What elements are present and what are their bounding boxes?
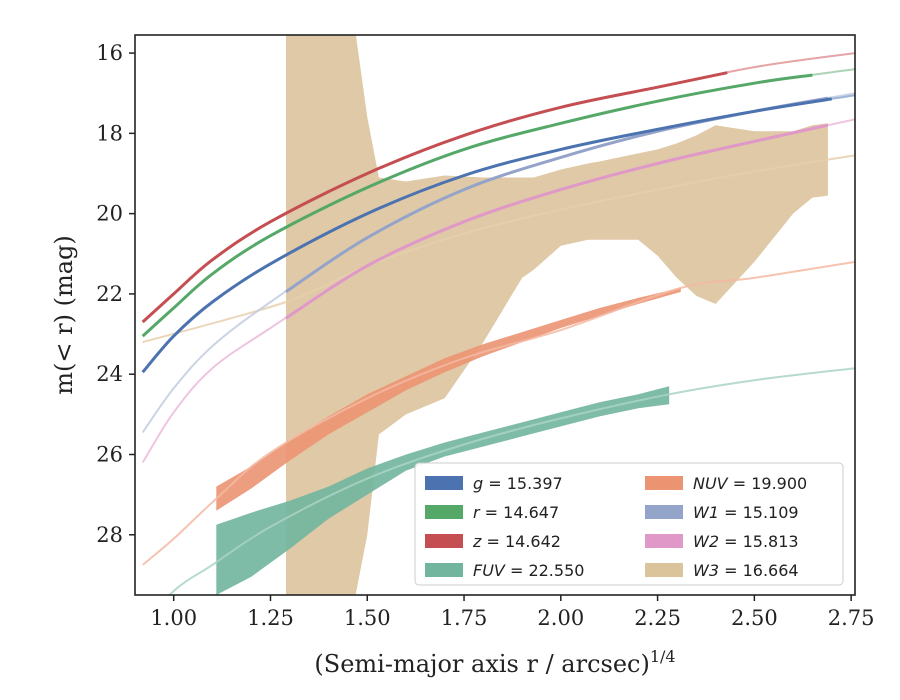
y-tick-label: 26: [96, 442, 123, 466]
legend-label-w3: W3 = 16.664: [693, 561, 799, 580]
x-tick-label: 1.25: [247, 606, 294, 630]
legend-label-w1: W1 = 15.109: [693, 503, 799, 522]
legend-label-z: z = 14.642: [472, 532, 561, 551]
y-axis-label: m(< r) (mag): [50, 235, 78, 394]
band-w3: [286, 35, 828, 595]
x-tick-label: 2.25: [634, 606, 681, 630]
band-fuv: [216, 386, 670, 595]
x-tick-label: 1.00: [150, 606, 197, 630]
x-axis-label: (Semi-major axis r / arcsec)1/4: [314, 647, 675, 678]
legend-swatch-w1: [645, 505, 683, 519]
plot-area: [141, 35, 855, 595]
legend-swatch-g: [425, 476, 463, 490]
legend-swatch-nuv: [645, 476, 683, 490]
series-line-thick-z: [141, 71, 728, 324]
x-tick-label: 2.50: [731, 606, 778, 630]
legend-label-fuv: FUV = 22.550: [473, 561, 584, 580]
series-line-fuv: [168, 367, 855, 595]
y-tick-label: 20: [96, 202, 123, 226]
legend-swatch-w3: [645, 563, 683, 577]
x-tick-label: 1.50: [344, 606, 391, 630]
axis-ticks: 1.00 1.25 1.50 1.75 2.00 2.25 2.50 2.75 16 18 20 22…: [96, 41, 874, 630]
x-axis-label-exponent: 1/4: [650, 647, 676, 666]
series-line-thick-g: [141, 97, 833, 374]
legend-label-g: g = 15.397: [473, 474, 563, 493]
x-axis-label-text: (Semi-major axis r / arcsec): [314, 650, 649, 678]
x-tick-label: 2.00: [537, 606, 584, 630]
series-line-thick-w2: [285, 123, 829, 320]
x-tick-label: 2.75: [828, 606, 875, 630]
legend: g = 15.397 r = 14.647 z = 14.642 FUV = 22.5…: [414, 462, 844, 586]
legend-swatch-r: [425, 505, 463, 519]
x-tick-label: 1.75: [441, 606, 488, 630]
series-line-w3: [142, 154, 855, 344]
y-tick-label: 28: [96, 523, 123, 547]
y-tick-label: 18: [96, 121, 123, 145]
legend-label-w2: W2 = 15.813: [693, 532, 799, 551]
legend-label-nuv: NUV = 19.900: [693, 474, 807, 493]
y-tick-label: 22: [96, 282, 123, 306]
legend-swatch-z: [425, 534, 463, 548]
legend-box: [414, 462, 844, 586]
legend-swatch-fuv: [425, 563, 463, 577]
series-line-nuv: [142, 260, 855, 566]
legend-swatch-w2: [645, 534, 683, 548]
y-tick-label: 24: [96, 362, 123, 386]
y-tick-label: 16: [96, 41, 123, 65]
legend-label-r: r = 14.647: [473, 503, 559, 522]
series-line-thick-r: [141, 73, 813, 338]
plot-frame: [134, 34, 856, 596]
